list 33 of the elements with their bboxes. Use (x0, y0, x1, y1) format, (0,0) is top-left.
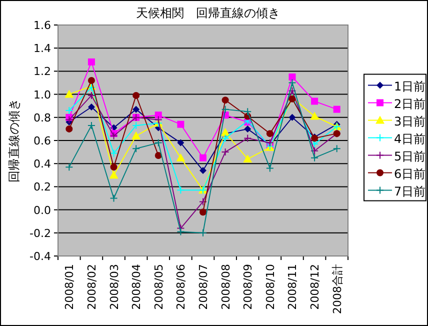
x-tick-label: 2008/10 (264, 264, 277, 310)
y-tick-label: 0.4 (34, 158, 51, 171)
x-tick-label: 2008/09 (242, 264, 255, 310)
x-tick-label: 2008/11 (286, 264, 300, 310)
x-tick-label: 2008/03 (108, 264, 121, 310)
y-tick-label: 1.2 (34, 65, 51, 78)
y-tick-label: -0.2 (30, 226, 51, 240)
legend-label: 3日前 (394, 114, 426, 128)
x-tick-label: 2008/06 (174, 264, 188, 310)
x-tick-label: 2008/02 (85, 264, 98, 310)
x-tick-label: 2008合計 (330, 264, 344, 314)
x-tick-label: 2008/04 (130, 264, 144, 310)
x-tick-label: 2008/05 (152, 264, 166, 310)
y-axis-title: 回帰直線の傾き (7, 98, 21, 182)
y-tick-label: 0.2 (34, 180, 51, 194)
x-tick-label: 2008/12 (308, 264, 322, 310)
y-tick-label: 1.6 (34, 19, 51, 32)
y-tick-label: 0.8 (34, 111, 51, 124)
legend-label: 4日前 (394, 132, 426, 146)
x-tick-label: 2008/07 (197, 264, 210, 310)
legend-label: 5日前 (394, 149, 426, 164)
legend-label: 2日前 (394, 96, 426, 111)
y-tick-label: -0.4 (30, 250, 51, 263)
chart-title: 天候相関 回帰直線の傾き (136, 6, 280, 20)
legend-label: 6日前 (394, 166, 426, 181)
legend-label: 7日前 (394, 184, 426, 198)
y-tick-label: 0.6 (34, 134, 51, 148)
y-tick-label: 1.4 (34, 42, 51, 56)
x-tick-label: 2008/01 (63, 264, 76, 310)
legend-label: 1日前 (394, 79, 426, 94)
x-tick-label: 2008/08 (219, 264, 232, 310)
y-tick-label: 1.0 (34, 88, 51, 102)
y-tick-label: 0.0 (34, 204, 51, 217)
